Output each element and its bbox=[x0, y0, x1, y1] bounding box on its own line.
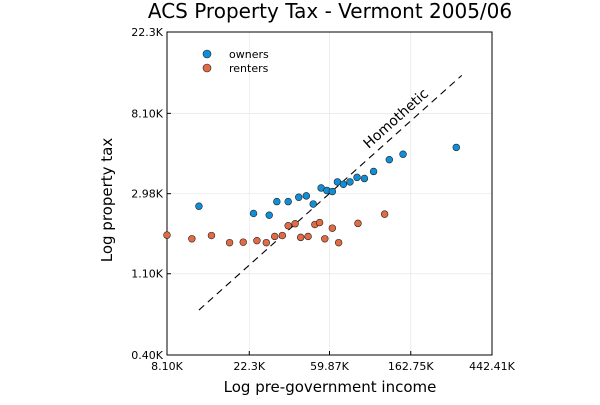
y-tick-label: 8.10K bbox=[131, 107, 163, 120]
axis-ticks: 8.10K 22.3K 59.87K 162.75K 442.41K 0.40K 1.10K… bbox=[131, 26, 515, 373]
owners-point bbox=[369, 167, 378, 176]
owners-point bbox=[273, 197, 281, 206]
chart-title: ACS Property Tax - Vermont 2005/06 bbox=[148, 0, 512, 23]
legend-marker-owners bbox=[202, 49, 212, 59]
renters-point bbox=[239, 238, 247, 246]
y-tick-label: 1.10K bbox=[131, 268, 163, 281]
renters-point bbox=[304, 232, 312, 241]
owners-point bbox=[339, 180, 348, 188]
owners-point bbox=[328, 187, 337, 196]
y-tick-label: 2.98K bbox=[131, 188, 163, 201]
renters-point bbox=[334, 238, 343, 247]
owners-point bbox=[265, 211, 273, 219]
renters-point bbox=[291, 220, 299, 228]
y-axis-label: Log property tax bbox=[98, 138, 116, 263]
x-tick-label: 22.3K bbox=[233, 360, 265, 373]
renters-point bbox=[315, 218, 324, 227]
x-axis-label: Log pre-government income bbox=[224, 378, 437, 396]
data-points bbox=[163, 143, 460, 247]
homothetic-label: Homothetic bbox=[361, 86, 432, 152]
legend-label-owners: owners bbox=[229, 48, 269, 61]
owners-point bbox=[360, 174, 369, 183]
x-tick-label: 59.87K bbox=[310, 360, 349, 373]
legend-label-renters: renters bbox=[229, 62, 269, 75]
x-tick-label: 162.75K bbox=[388, 360, 434, 373]
owners-point bbox=[346, 178, 354, 186]
renters-point bbox=[225, 238, 234, 247]
renters-point bbox=[297, 233, 305, 242]
owners-point bbox=[284, 197, 292, 206]
renters-point bbox=[284, 222, 292, 230]
renters-point bbox=[354, 219, 362, 228]
renters-point bbox=[207, 231, 216, 240]
owners-point bbox=[452, 143, 460, 152]
renters-point bbox=[328, 224, 337, 232]
owners-point bbox=[385, 155, 394, 164]
owners-point bbox=[249, 209, 258, 218]
renters-point bbox=[271, 232, 279, 241]
owners-point bbox=[302, 192, 311, 200]
owners-point bbox=[353, 173, 361, 182]
renters-point bbox=[163, 231, 171, 239]
owners-point bbox=[295, 193, 303, 201]
y-tick-label: 0.40K bbox=[131, 349, 163, 362]
owners-point bbox=[399, 150, 407, 158]
renters-point bbox=[188, 235, 196, 243]
renters-point bbox=[321, 235, 329, 243]
x-tick-label: 8.10K bbox=[151, 360, 183, 373]
legend-marker-renters bbox=[202, 63, 212, 73]
renters-point bbox=[278, 231, 287, 240]
renters-point bbox=[253, 236, 261, 245]
owners-point bbox=[195, 202, 203, 210]
homothetic-reference-line bbox=[198, 74, 463, 311]
x-tick-label: 442.41K bbox=[469, 360, 515, 373]
renters-point bbox=[262, 238, 271, 247]
y-tick-label: 22.3K bbox=[131, 26, 163, 39]
owners-point bbox=[309, 200, 317, 208]
renters-point bbox=[380, 210, 389, 218]
